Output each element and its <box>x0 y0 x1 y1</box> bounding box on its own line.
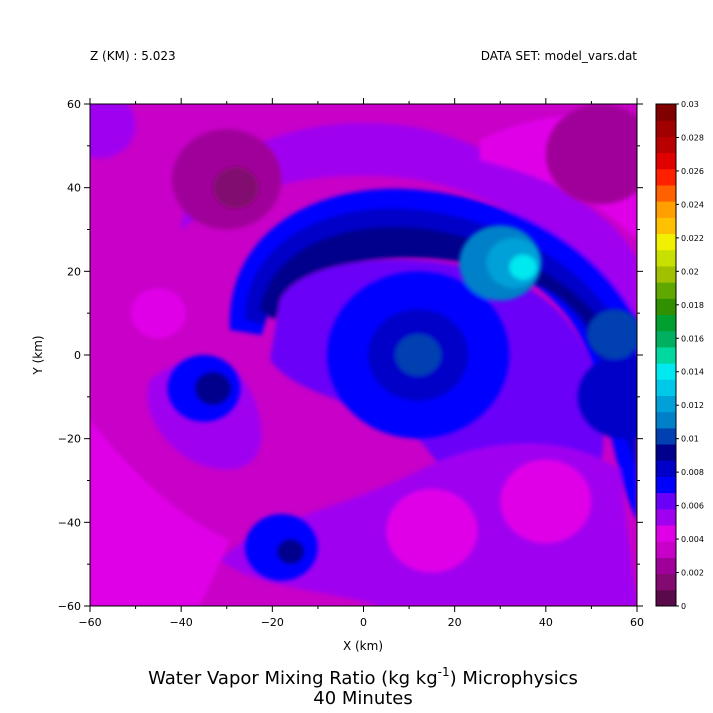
colorbar-segment <box>656 444 676 461</box>
colorbar-label: 0.002 <box>681 569 704 578</box>
colorbar-segment <box>656 508 676 526</box>
y-axis: −60 −40 −20 0 20 40 60 <box>58 98 643 613</box>
y-tick-label: −20 <box>58 433 81 446</box>
colorbar-segment <box>656 476 676 494</box>
x-tick-label: 20 <box>448 616 462 629</box>
x-axis-label: X (km) <box>343 639 383 653</box>
colorbar-segment <box>656 104 676 121</box>
colorbar-segment <box>656 298 676 316</box>
colorbar-label: 0.018 <box>681 301 704 310</box>
colorbar-segment <box>656 395 676 413</box>
colorbar-segment <box>656 589 676 607</box>
colorbar-segment <box>656 217 676 235</box>
colorbar-segment <box>656 136 676 154</box>
colorbar-segment <box>656 363 676 380</box>
field-feature-17 <box>500 459 592 544</box>
colorbar-label: 0.004 <box>681 535 704 544</box>
colorbar-segment <box>656 233 676 251</box>
field-feature-4 <box>194 371 232 406</box>
colorbar-segment <box>656 168 676 186</box>
colorbar-label: 0.022 <box>681 234 704 243</box>
field-feature-16 <box>386 488 478 573</box>
colorbar-label: 0 <box>681 602 686 611</box>
colorbar-label: 0.024 <box>681 200 704 209</box>
colorbar-label: 0.026 <box>681 167 704 176</box>
colorbar-segment <box>656 541 676 558</box>
title-superscript: -1 <box>438 665 450 679</box>
field-feature-14 <box>509 254 537 280</box>
colorbar-segment <box>656 201 676 218</box>
colorbar-segment <box>656 314 676 332</box>
field-feature-15 <box>545 104 637 205</box>
x-tick-label: 40 <box>539 616 553 629</box>
colorbar-segment <box>656 249 676 267</box>
y-tick-label: −40 <box>58 516 81 529</box>
y-tick-label: 20 <box>67 265 81 278</box>
colorbar-segment <box>656 411 676 429</box>
colorbar-segment <box>656 492 676 510</box>
colorbar-label: 0.028 <box>681 133 704 142</box>
x-tick-label: 60 <box>630 616 644 629</box>
colorbar-segment <box>656 265 676 283</box>
colorbar-label: 0.006 <box>681 502 704 511</box>
field-feature-7 <box>395 334 441 376</box>
field-feature-2 <box>213 166 259 209</box>
title-main: Water Vapor Mixing Ratio (kg kg <box>148 668 438 689</box>
x-tick-label: 0 <box>360 616 367 629</box>
colorbar-segment <box>656 330 676 348</box>
y-tick-label: −60 <box>58 600 81 613</box>
field-feature-0 <box>90 104 136 159</box>
field-feature-18 <box>131 288 186 339</box>
colorbar-label: 0.008 <box>681 468 704 477</box>
colorbar-segment <box>656 346 676 364</box>
colorbar-segment <box>656 120 676 137</box>
colorbar-label: 0.012 <box>681 401 704 410</box>
colorbar-segment <box>656 379 676 396</box>
colorbar-segment <box>656 557 676 575</box>
x-tick-label: −20 <box>261 616 284 629</box>
colorbar-segment <box>656 427 676 445</box>
field-feature-9 <box>276 539 305 565</box>
x-axis: −60 −40 −20 0 20 40 60 <box>78 98 644 629</box>
colorbar-segment <box>656 282 676 299</box>
y-tick-label: 0 <box>74 349 81 362</box>
colorbar-label: 0.016 <box>681 334 704 343</box>
x-tick-label: −40 <box>170 616 193 629</box>
band-light-upper <box>180 122 637 330</box>
x-tick-label: −60 <box>78 616 101 629</box>
lower-left-light <box>90 420 230 606</box>
dataset-label: DATA SET: model_vars.dat <box>481 49 638 63</box>
colorbar-label: 0.014 <box>681 368 704 377</box>
field-feature-10 <box>577 355 637 439</box>
colorbar-segment <box>656 152 676 170</box>
colorbar-segment <box>656 460 676 477</box>
field-feature-11 <box>586 308 637 360</box>
chart-title-line1: Water Vapor Mixing Ratio (kg kg-1) Micro… <box>148 665 578 689</box>
colorbar-segment <box>656 525 676 542</box>
colorbar-label: 0.01 <box>681 435 699 444</box>
title-tail: ) Microphysics <box>450 668 578 689</box>
colorbar-label: 0.03 <box>681 100 699 109</box>
colorbar-segment <box>656 573 676 591</box>
chart-title-line2: 40 Minutes <box>313 688 412 709</box>
y-tick-label: 40 <box>67 182 81 195</box>
colorbar-segment <box>656 184 676 202</box>
field-features <box>90 104 637 581</box>
colorbar-label: 0.02 <box>681 267 699 276</box>
y-tick-label: 60 <box>67 98 81 111</box>
level-label: Z (KM) : 5.023 <box>90 49 176 63</box>
y-axis-label: Y (km) <box>31 335 45 375</box>
colorbar-frame <box>655 103 677 607</box>
colorbar: 0 0.002 0.004 0.006 0.008 0.01 0.012 0.014 0.016… <box>655 100 704 611</box>
plot-area <box>90 104 637 606</box>
